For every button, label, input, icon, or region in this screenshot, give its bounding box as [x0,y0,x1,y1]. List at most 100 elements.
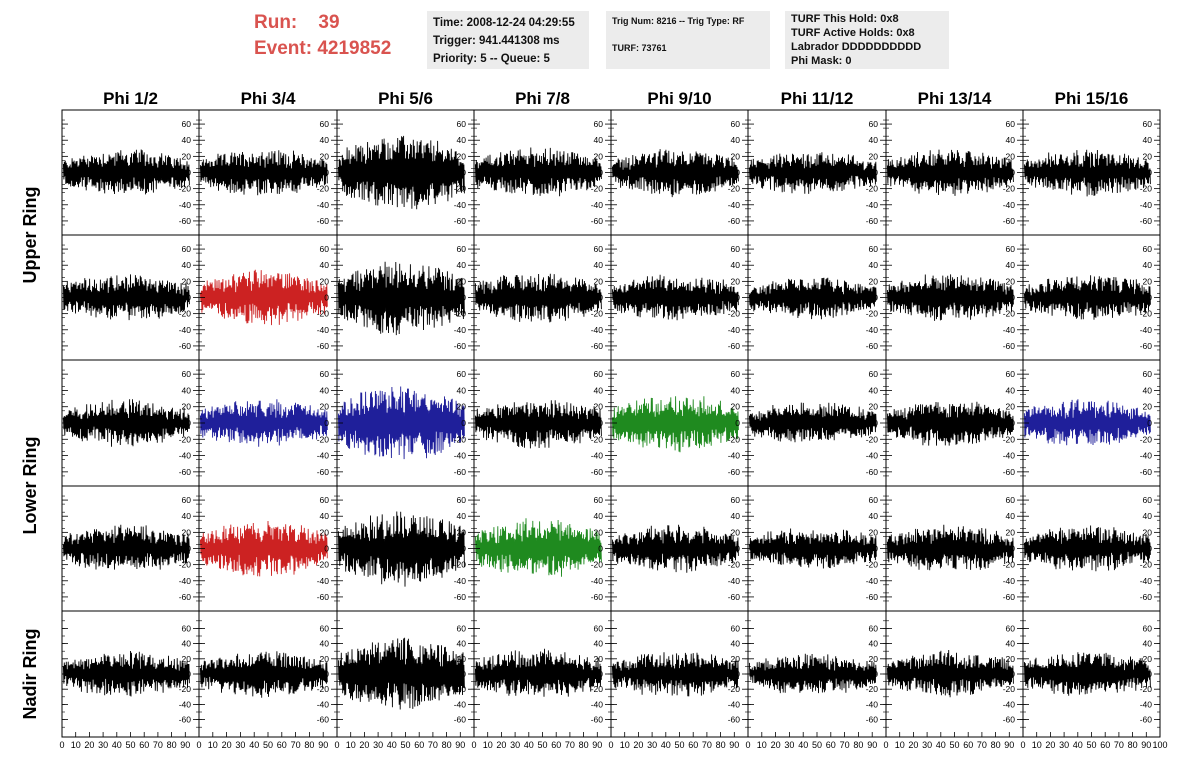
y-tick-label: 40 [869,135,879,145]
x-tick-label: 40 [661,740,671,750]
x-tick-label: 80 [442,740,452,750]
x-tick-label: 90 [318,740,328,750]
y-tick-label: 60 [1006,244,1016,254]
y-tick-label: 0 [873,168,878,178]
x-tick-label: 20 [222,740,232,750]
y-tick-label: -20 [317,184,330,194]
y-tick-label: 0 [598,418,603,428]
event-number: Event: 4219852 [254,38,392,59]
y-tick-label: -60 [1140,592,1153,602]
y-tick-label: 20 [869,276,879,286]
y-tick-label: 20 [1143,151,1153,161]
y-tick-label: 0 [735,669,740,679]
y-tick-label: 20 [731,527,741,537]
y-tick-label: 40 [1006,260,1016,270]
x-tick-label: 40 [112,740,122,750]
waveform-trace [886,274,1014,321]
x-tick-label: 50 [674,740,684,750]
y-tick-label: 60 [869,495,879,505]
x-tick-label: 60 [826,740,836,750]
y-tick-label: 20 [320,276,330,286]
y-tick-label: 0 [873,544,878,554]
y-tick-label: -20 [1140,560,1153,570]
y-tick-label: 20 [457,151,467,161]
y-tick-label: 40 [594,135,604,145]
y-tick-label: -20 [1140,309,1153,319]
y-tick-label: -60 [1140,216,1153,226]
x-tick-label: 70 [977,740,987,750]
x-tick-label: 0 [334,740,339,750]
y-tick-label: -40 [179,699,192,709]
y-tick-label: -40 [866,451,879,461]
y-tick-label: -40 [591,699,604,709]
waveform-trace [748,653,877,694]
y-tick-label: -60 [728,467,741,477]
y-tick-label: 20 [731,276,741,286]
y-tick-label: 0 [598,168,603,178]
y-tick-label: -40 [179,325,192,335]
y-tick-label: -20 [591,309,604,319]
ring-label: Lower Ring [20,437,40,535]
trig-num-text: Trig Num: 8216 -- Trig Type: RF [612,16,745,26]
y-tick-label: -20 [179,184,192,194]
waveform-trace [886,149,1014,196]
x-tick-label: 40 [798,740,808,750]
y-tick-label: 20 [320,527,330,537]
x-tick-label: 70 [428,740,438,750]
y-tick-label: 0 [1147,544,1152,554]
x-tick-label: 20 [633,740,643,750]
y-tick-label: -60 [179,715,192,725]
y-tick-label: -20 [591,184,604,194]
waveform-trace [199,150,328,196]
y-tick-label: 60 [457,495,467,505]
waveform-trace [748,152,877,194]
waveform-trace [611,652,739,697]
y-tick-label: 20 [1006,654,1016,664]
y-tick-label: -60 [1003,592,1016,602]
turf-this-hold-text: TURF This Hold: 0x8 [791,13,899,25]
waveform-trace [199,651,328,698]
y-tick-label: -40 [1140,451,1153,461]
y-tick-label: 20 [1006,402,1016,412]
y-tick-label: -40 [728,576,741,586]
y-tick-label: -40 [591,325,604,335]
y-tick-label: 40 [320,385,330,395]
x-tick-label: 20 [908,740,918,750]
x-tick-label: 80 [853,740,863,750]
x-tick-label: 30 [1059,740,1069,750]
y-tick-label: 60 [731,495,741,505]
y-tick-label: 60 [869,119,879,129]
y-tick-label: 0 [1147,669,1152,679]
y-tick-label: 20 [182,527,192,537]
y-tick-label: -20 [1140,684,1153,694]
y-tick-label: 20 [182,402,192,412]
priority-text: Priority: 5 -- Queue: 5 [433,53,550,65]
turf-active-holds-text: TURF Active Holds: 0x8 [791,27,915,39]
y-tick-label: -60 [1140,715,1153,725]
y-tick-label: 0 [735,418,740,428]
y-tick-label: -60 [317,216,330,226]
time-text: Time: 2008-12-24 04:29:55 [433,17,575,29]
x-tick-label: 10 [483,740,493,750]
y-tick-label: 0 [735,293,740,303]
y-tick-label: -20 [1140,184,1153,194]
waveform-trace [474,518,602,577]
waveform-trace [62,399,190,447]
waveform-trace [886,649,1014,698]
y-tick-label: -40 [454,451,467,461]
waveform-trace [62,274,190,321]
x-tick-label: 20 [496,740,506,750]
y-tick-label: -40 [1003,576,1016,586]
x-tick-label: 10 [1032,740,1042,750]
x-tick-label: 80 [579,740,589,750]
y-tick-label: 0 [873,418,878,428]
y-tick-label: -40 [591,451,604,461]
y-tick-label: 60 [594,369,604,379]
y-tick-label: 40 [594,385,604,395]
x-tick-label: 70 [565,740,575,750]
y-tick-label: 0 [873,669,878,679]
y-tick-label: -40 [454,200,467,210]
y-tick-label: 20 [869,402,879,412]
y-tick-label: 0 [735,168,740,178]
y-tick-label: -60 [317,341,330,351]
